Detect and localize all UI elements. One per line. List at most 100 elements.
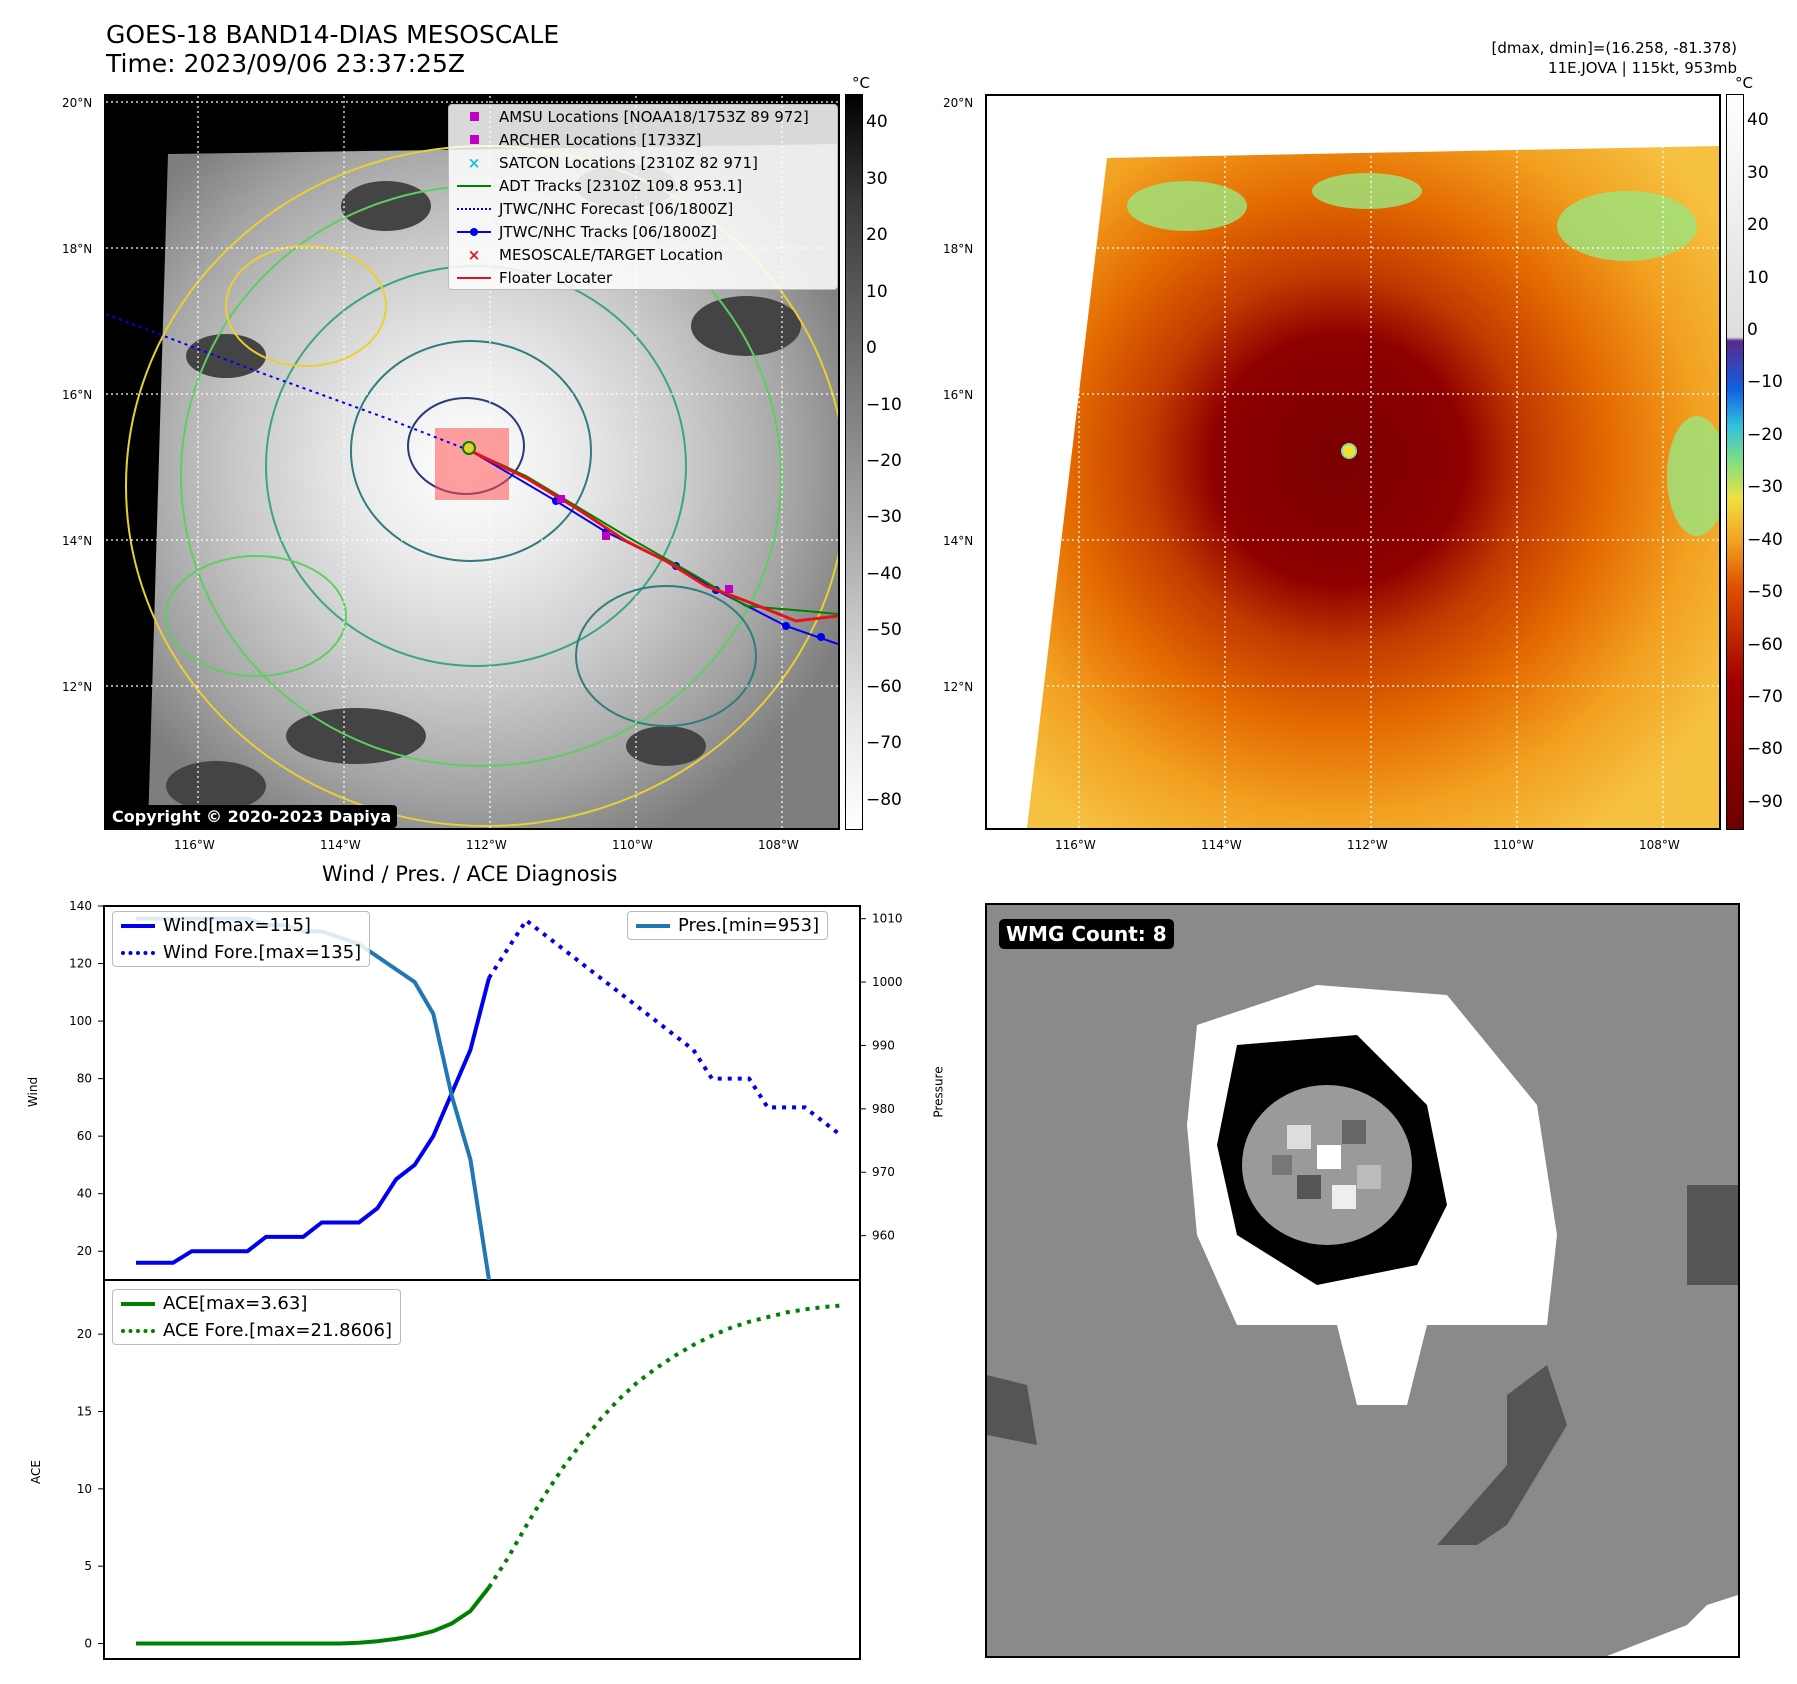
colorbar-tick-label: −70 bbox=[1747, 686, 1783, 707]
y-tick-label: 5 bbox=[84, 1559, 92, 1573]
square-marker-icon bbox=[457, 135, 491, 144]
legend-pressure: Pres.[min=953] bbox=[628, 912, 827, 939]
copyright-label: Copyright © 2020-2023 Dapiya bbox=[106, 805, 398, 828]
colorbar-unit: °C bbox=[1735, 74, 1753, 92]
colorbar-unit: °C bbox=[852, 74, 870, 92]
colorbar-tick-label: −70 bbox=[866, 733, 902, 754]
colorbar-tick-label: 30 bbox=[1747, 162, 1769, 183]
lon-label: 116°W bbox=[174, 838, 215, 852]
wmg-image bbox=[987, 985, 1738, 1656]
line-icon bbox=[457, 184, 491, 187]
pressure-legend: Pres.[min=953] bbox=[627, 911, 829, 940]
dias-map bbox=[987, 96, 1719, 828]
lat-label: 18°N bbox=[62, 242, 93, 256]
forecast-track bbox=[106, 313, 472, 452]
series-line bbox=[487, 917, 844, 1138]
legend-forecast: JTWC/NHC Forecast [06/1800Z] bbox=[449, 197, 837, 220]
lat-label: 18°N bbox=[943, 242, 974, 256]
lat-label: 12°N bbox=[62, 680, 93, 694]
y-tick-label: 970 bbox=[872, 1165, 895, 1179]
legend-amsu: AMSU Locations [NOAA18/1753Z 89 972] bbox=[449, 105, 837, 128]
legend-tracks: JTWC/NHC Tracks [06/1800Z] bbox=[449, 220, 837, 243]
legend-ace-fore: ACE Fore.[max=21.8606] bbox=[113, 1317, 400, 1344]
y-tick-label: 120 bbox=[69, 957, 92, 971]
y-tick-label: 980 bbox=[872, 1102, 895, 1116]
lon-label: 110°W bbox=[1493, 838, 1534, 852]
lon-label: 112°W bbox=[466, 838, 507, 852]
colorbar-tick-label: 30 bbox=[866, 168, 888, 189]
colorbar-left bbox=[845, 94, 863, 830]
diag-title: Wind / Pres. / ACE Diagnosis bbox=[322, 862, 618, 886]
lon-label: 110°W bbox=[612, 838, 653, 852]
colorbar-tick-label: −20 bbox=[866, 451, 902, 471]
line-icon bbox=[457, 276, 491, 279]
line-dot-icon bbox=[457, 227, 491, 236]
colorbar-tick-label: −40 bbox=[866, 563, 902, 584]
track-legend: AMSU Locations [NOAA18/1753Z 89 972] ARC… bbox=[448, 104, 838, 290]
colorbar-tick-label: 10 bbox=[1747, 267, 1769, 288]
title-line2: Time: 2023/09/06 23:37:25Z bbox=[106, 49, 465, 78]
legend-wind-fore: Wind Fore.[max=135] bbox=[113, 939, 369, 966]
colorbar-tick-label: −90 bbox=[1747, 791, 1783, 812]
colorbar-tick-label: 0 bbox=[1747, 319, 1758, 340]
colorbar-tick-label: −10 bbox=[1747, 372, 1783, 393]
series-line bbox=[136, 916, 491, 1281]
legend-archer: ARCHER Locations [1733Z] bbox=[449, 128, 837, 151]
lon-label: 108°W bbox=[758, 838, 799, 852]
y-tick-label: 80 bbox=[77, 1072, 92, 1086]
colorbar-tick-label: −20 bbox=[1747, 424, 1783, 445]
series-line bbox=[136, 1586, 491, 1646]
lat-label: 20°N bbox=[62, 96, 93, 110]
y-tick-label: 1010 bbox=[872, 912, 903, 926]
colorbar-tick-label: −50 bbox=[1747, 582, 1783, 603]
y-tick-label: 15 bbox=[77, 1404, 92, 1418]
y-tick-label: 10 bbox=[77, 1482, 92, 1496]
colorbar-tick-label: −80 bbox=[866, 789, 902, 810]
lat-label: 20°N bbox=[943, 96, 974, 110]
y-tick-label: 20 bbox=[77, 1327, 92, 1341]
legend-ace: ACE[max=3.63] bbox=[113, 1290, 400, 1317]
pressure-axis-label: Pressure bbox=[931, 1066, 946, 1118]
info-line1: [dmax, dmin]=(16.258, -81.378) bbox=[1491, 39, 1737, 57]
eye bbox=[1341, 443, 1357, 459]
dotted-line-icon bbox=[121, 950, 155, 955]
y-tick-label: 20 bbox=[77, 1244, 92, 1258]
colorbar-tick-label: −30 bbox=[1747, 477, 1783, 498]
series-line bbox=[487, 1303, 843, 1589]
colorbar-tick-label: 10 bbox=[866, 281, 888, 302]
core-pixels bbox=[1272, 1120, 1381, 1209]
lon-label: 116°W bbox=[1055, 838, 1096, 852]
lat-label: 16°N bbox=[943, 388, 974, 402]
line-icon bbox=[121, 923, 155, 928]
colorbar-tick-label: −40 bbox=[1747, 529, 1783, 550]
info-line2: 11E.JOVA | 115kt, 953mb bbox=[1548, 59, 1737, 77]
lat-label: 14°N bbox=[62, 534, 93, 548]
colorbar-tick-label: 20 bbox=[1747, 215, 1769, 236]
y-tick-label: 990 bbox=[872, 1038, 895, 1052]
ir-map-panel: Copyright © 2020-2023 Dapiya AMSU Locati… bbox=[104, 94, 840, 830]
floater-track bbox=[470, 449, 838, 623]
legend-target: × MESOSCALE/TARGET Location bbox=[449, 243, 837, 266]
lon-label: 108°W bbox=[1639, 838, 1680, 852]
lon-label: 112°W bbox=[1347, 838, 1388, 852]
ace-legend: ACE[max=3.63] ACE Fore.[max=21.8606] bbox=[112, 1289, 401, 1345]
y-tick-label: 60 bbox=[77, 1129, 92, 1143]
colorbar-tick-label: 40 bbox=[1747, 110, 1769, 131]
y-tick-label: 0 bbox=[84, 1637, 92, 1651]
ir-map bbox=[106, 96, 838, 828]
colorbar-tick-label: −80 bbox=[1747, 739, 1783, 760]
corner-white bbox=[1607, 1595, 1738, 1656]
lon-label: 114°W bbox=[1201, 838, 1242, 852]
dias-swath bbox=[1027, 146, 1719, 828]
colorbar-tick-label: 0 bbox=[866, 338, 877, 359]
x-marker-icon: × bbox=[467, 245, 481, 264]
line-icon bbox=[121, 1301, 155, 1306]
legend-adt: ADT Tracks [2310Z 109.8 953.1] bbox=[449, 174, 837, 197]
line-icon bbox=[636, 923, 670, 928]
archer-markers bbox=[557, 495, 733, 593]
dark-patches bbox=[987, 1185, 1738, 1545]
dotted-line-icon bbox=[457, 207, 491, 210]
y-tick-label: 960 bbox=[872, 1229, 895, 1243]
y-tick-label: 40 bbox=[77, 1187, 92, 1201]
legend-floater: Floater Locater bbox=[449, 266, 837, 289]
